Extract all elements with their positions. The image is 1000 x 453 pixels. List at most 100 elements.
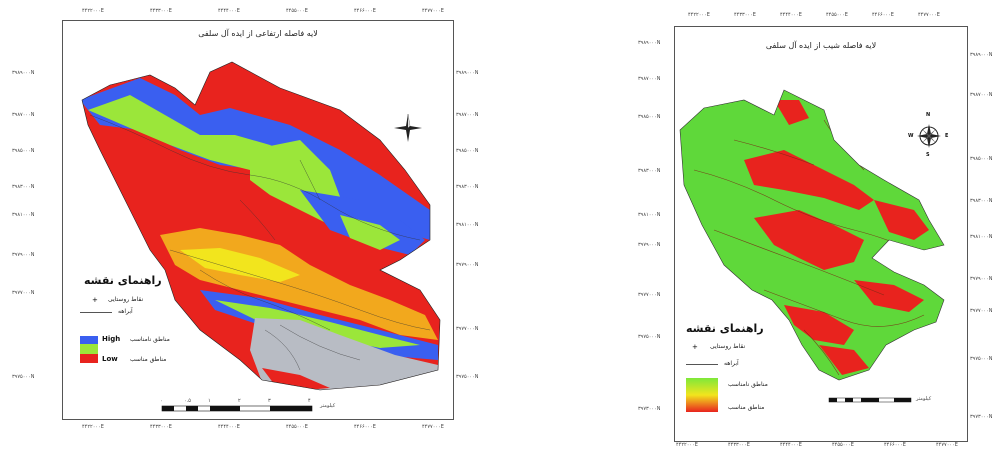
right-map-drawing (679, 89, 945, 412)
right-legend-bad-label: مناطق نامناسب (728, 381, 768, 388)
right-legend-gradient (686, 378, 718, 412)
right-compass-e: E (945, 133, 949, 139)
right-top-tick: ۴۴۳۳۰۰۰E (734, 12, 756, 18)
right-top-tick: ۴۴۵۵۰۰۰E (826, 12, 848, 18)
right-bottom-tick: ۴۴۶۶۰۰۰E (884, 442, 906, 448)
right-top-tick: ۴۴۶۶۰۰۰E (872, 12, 894, 18)
left-scale-number: ۲ (238, 398, 241, 404)
right-right-tick: ۳۹۷۳۰۰۰N (970, 414, 993, 420)
left-map-outline (81, 61, 441, 391)
right-left-tick: ۳۹۷۷۰۰۰N (638, 292, 661, 298)
right-side-tick: ۳۹۸۵۰۰۰N (456, 148, 479, 154)
left-top-tick: ۴۴۲۲۰۰۰E (82, 8, 104, 14)
left-zone-green-3 (340, 215, 400, 250)
right-side-tick: ۳۹۷۵۰۰۰N (456, 374, 479, 380)
left-bottom-tick: ۴۴۵۵۰۰۰E (286, 424, 308, 430)
left-legend-swatch-high (80, 336, 98, 344)
right-zone-red-4 (874, 200, 929, 240)
right-scale-label: کیلومتر (916, 396, 932, 402)
right-map-outline (679, 89, 945, 381)
right-left-tick: ۳۹۷۵۰۰۰N (638, 334, 661, 340)
right-right-tick: ۳۹۷۹۰۰۰N (970, 276, 993, 282)
right-right-tick: ۳۹۸۱۰۰۰N (970, 234, 993, 240)
right-zone-red-7 (819, 345, 869, 375)
left-side-tick: ۳۹۸۵۰۰۰N (12, 148, 35, 154)
left-legend-zone-label: مناطق نامناسب (130, 336, 170, 343)
right-legend-title: راهنمای نقشه (686, 322, 764, 335)
right-zone-red-3 (754, 210, 864, 270)
right-left-tick: ۳۹۸۳۰۰۰N (638, 168, 661, 174)
right-compass-w: W (908, 133, 914, 139)
right-right-tick: ۳۹۸۷۰۰۰N (970, 92, 993, 98)
left-map-title: لایه فاصله ارتفاعی از ایده آل سلفی (198, 29, 318, 38)
left-legend-point-label: نقاط روستایی (108, 296, 144, 303)
right-right-tick: ۳۹۷۵۰۰۰N (970, 356, 993, 362)
left-legend-line-marker (80, 312, 112, 313)
left-bottom-tick: ۴۴۷۷۰۰۰E (422, 424, 444, 430)
left-top-tick: ۴۴۶۶۰۰۰E (354, 8, 376, 14)
right-side-tick: ۳۹۸۳۰۰۰N (456, 184, 479, 190)
left-streams (89, 114, 431, 371)
left-north-arrow-icon (394, 113, 422, 142)
left-top-tick: ۴۴۳۳۰۰۰E (150, 8, 172, 14)
left-legend-title: راهنمای نقشه (84, 274, 162, 287)
right-legend-point-marker: + (692, 343, 698, 351)
left-bottom-tick: ۴۴۲۲۰۰۰E (82, 424, 104, 430)
left-bottom-tick: ۴۴۴۴۰۰۰E (218, 424, 240, 430)
right-left-tick: ۳۹۸۱۰۰۰N (638, 212, 661, 218)
left-zone-gray (250, 318, 438, 390)
right-top-tick: ۴۴۷۷۰۰۰E (918, 12, 940, 18)
left-scale-number: ۴ (308, 398, 311, 404)
left-legend-zone-label-2: مناطق مناسب (130, 356, 167, 363)
left-scale-number: ۳ (268, 398, 271, 404)
right-bottom-tick: ۴۴۳۳۰۰۰E (728, 442, 750, 448)
right-map-panel: ۴۴۲۲۰۰۰E ۴۴۳۳۰۰۰E ۴۴۴۴۰۰۰E ۴۴۵۵۰۰۰E ۴۴۶۶… (624, 0, 1000, 453)
right-top-tick: ۴۴۴۴۰۰۰E (780, 12, 802, 18)
left-legend-low-label: Low (102, 355, 118, 363)
left-side-tick: ۳۹۷۵۰۰۰N (12, 374, 35, 380)
right-bottom-tick: ۴۴۲۲۰۰۰E (676, 442, 698, 448)
right-map-title: لایه فاصله شیب از ایده آل سلفی (765, 41, 877, 50)
right-compass-n: N (926, 112, 931, 118)
right-left-tick: ۳۹۸۵۰۰۰N (638, 114, 661, 120)
right-bottom-tick: ۴۴۷۷۰۰۰E (936, 442, 958, 448)
left-scale-label: کیلومتر (320, 403, 336, 409)
left-side-tick: ۳۹۸۱۰۰۰N (12, 212, 35, 218)
left-side-tick: ۳۹۷۷۰۰۰N (12, 290, 35, 296)
left-legend-point-marker: + (92, 296, 98, 304)
right-side-tick: ۳۹۷۷۰۰۰N (456, 326, 479, 332)
right-bottom-tick: ۴۴۵۵۰۰۰E (832, 442, 854, 448)
left-side-tick: ۳۹۸۷۰۰۰N (12, 112, 35, 118)
right-left-tick: ۳۹۸۹۰۰۰N (638, 40, 661, 46)
left-bottom-tick: ۴۴۳۳۰۰۰E (150, 424, 172, 430)
right-compass-s: S (926, 152, 930, 158)
right-right-tick: ۳۹۸۳۰۰۰N (970, 198, 993, 204)
right-top-tick: ۴۴۲۲۰۰۰E (688, 12, 710, 18)
right-legend-point-label: نقاط روستایی (710, 343, 746, 350)
left-zone-yellow (180, 248, 300, 282)
left-map-panel: ۴۴۲۲۰۰۰E ۴۴۳۳۰۰۰E ۴۴۴۴۰۰۰E ۴۴۵۵۰۰۰E ۴۴۶۶… (12, 8, 479, 430)
right-zone-red-5 (784, 305, 854, 345)
right-compass-icon (917, 124, 941, 148)
left-zone-green-1 (88, 95, 300, 175)
left-scale-number: ۰.۵ (184, 398, 191, 404)
left-side-tick: ۳۹۸۳۰۰۰N (12, 184, 35, 190)
right-right-tick: ۳۹۸۵۰۰۰N (970, 156, 993, 162)
left-top-tick: ۴۴۵۵۰۰۰E (286, 8, 308, 14)
right-side-tick: ۳۹۷۹۰۰۰N (456, 262, 479, 268)
right-side-tick: ۳۹۸۱۰۰۰N (456, 222, 479, 228)
right-bottom-tick: ۴۴۴۴۰۰۰E (780, 442, 802, 448)
right-right-tick: ۳۹۸۹۰۰۰N (970, 52, 993, 58)
right-side-tick: ۳۹۸۹۰۰۰N (456, 70, 479, 76)
right-zone-red-1 (774, 100, 809, 125)
right-left-tick: ۳۹۷۳۰۰۰N (638, 406, 661, 412)
right-scale-bar (828, 397, 912, 403)
right-legend-line-marker (686, 364, 718, 365)
left-top-tick: ۴۴۴۴۰۰۰E (218, 8, 240, 14)
right-left-tick: ۳۹۷۹۰۰۰N (638, 242, 661, 248)
left-legend-swatch-low (80, 354, 98, 363)
left-bottom-tick: ۴۴۶۶۰۰۰E (354, 424, 376, 430)
left-legend-swatch-mid (80, 344, 98, 354)
right-zone-red-2 (744, 150, 874, 210)
right-right-tick: ۳۹۷۷۰۰۰N (970, 308, 993, 314)
